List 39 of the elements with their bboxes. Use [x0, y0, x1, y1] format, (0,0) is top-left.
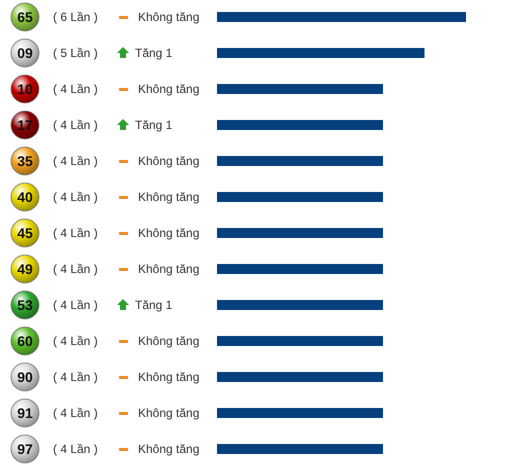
- y-tick-label: 17: [17, 117, 33, 133]
- y-tick-label: 45: [17, 225, 33, 241]
- text: Tăng 1: [135, 46, 173, 60]
- y-tick-label: 49: [17, 261, 33, 277]
- text: Không tăng: [138, 10, 200, 24]
- data-label: ( 4 Lần ): [53, 82, 98, 96]
- data-label: ( 4 Lần ): [53, 442, 98, 456]
- y-tick-label: 97: [17, 441, 33, 457]
- y-tick-label: 40: [17, 189, 33, 205]
- data-label: ( 4 Lần ): [53, 334, 98, 348]
- y-tick-label: 90: [17, 369, 33, 385]
- text: Không tăng: [138, 442, 200, 456]
- data-label: ( 4 Lần ): [53, 190, 98, 204]
- text: Tăng 1: [135, 298, 173, 312]
- text: Không tăng: [138, 226, 200, 240]
- y-tick-label: 60: [17, 333, 33, 349]
- data-label: ( 4 Lần ): [53, 298, 98, 312]
- text: Không tăng: [138, 334, 200, 348]
- text: Tăng 1: [135, 118, 173, 132]
- y-tick-label: 35: [17, 153, 33, 169]
- text: Không tăng: [138, 82, 200, 96]
- y-tick-label: 65: [17, 9, 33, 25]
- data-label: ( 4 Lần ): [53, 370, 98, 384]
- data-label: ( 4 Lần ): [53, 262, 98, 276]
- data-label: ( 4 Lần ): [53, 154, 98, 168]
- text: Không tăng: [138, 154, 200, 168]
- data-label: ( 5 Lần ): [53, 46, 98, 60]
- text: Không tăng: [138, 406, 200, 420]
- text: Không tăng: [138, 262, 200, 276]
- y-tick-label: 53: [17, 297, 33, 313]
- text: Không tăng: [138, 190, 200, 204]
- y-tick-label: 10: [17, 81, 33, 97]
- data-label: ( 4 Lần ): [53, 118, 98, 132]
- data-label: ( 4 Lần ): [53, 406, 98, 420]
- data-label: ( 4 Lần ): [53, 226, 98, 240]
- y-tick-label: 09: [17, 45, 33, 61]
- y-tick-label: 91: [17, 405, 33, 421]
- text: Không tăng: [138, 370, 200, 384]
- data-label: ( 6 Lần ): [53, 10, 98, 24]
